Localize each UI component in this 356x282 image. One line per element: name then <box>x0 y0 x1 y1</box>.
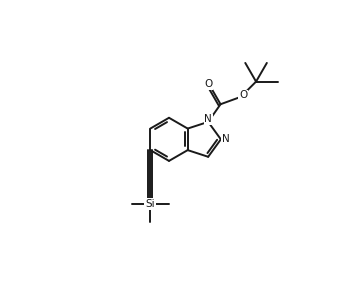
Text: N: N <box>204 114 212 124</box>
Text: Si: Si <box>146 199 155 209</box>
Text: N: N <box>222 134 230 144</box>
Text: O: O <box>239 90 247 100</box>
Text: O: O <box>204 79 212 89</box>
